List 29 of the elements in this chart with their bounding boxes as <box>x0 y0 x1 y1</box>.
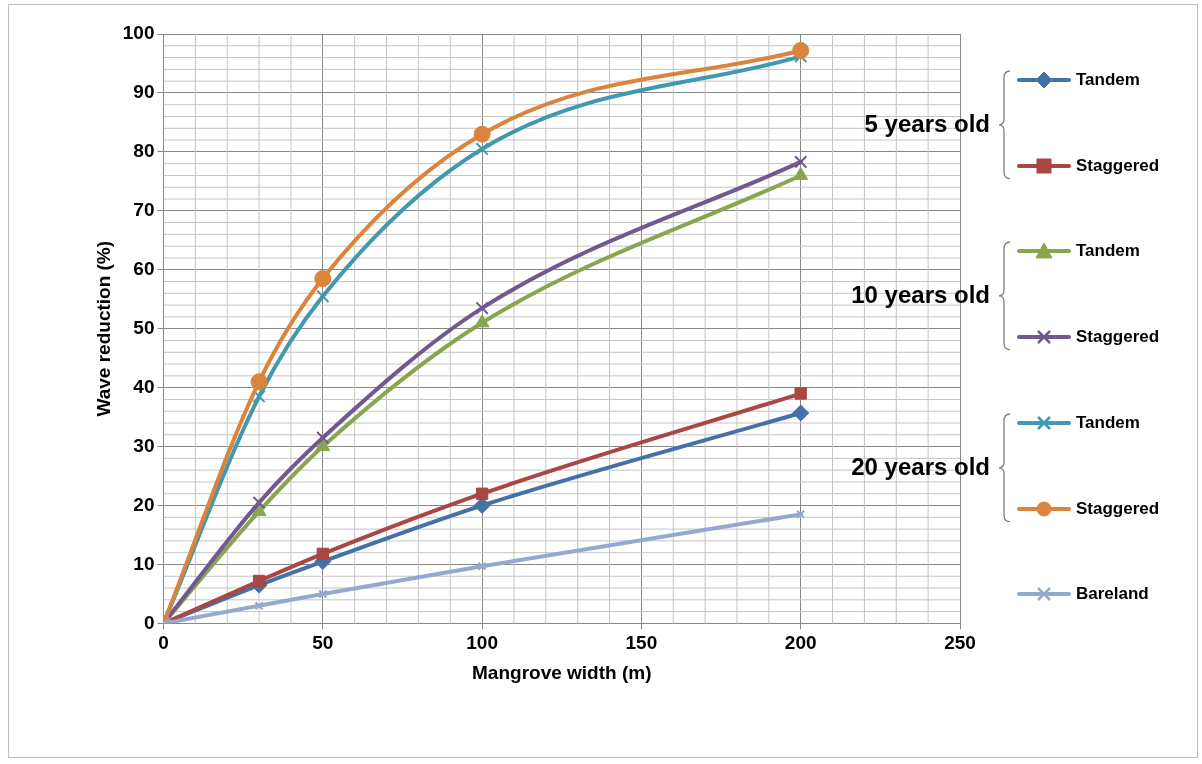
x-tick-label: 250 <box>944 632 976 654</box>
legend-label: Staggered <box>1076 327 1160 348</box>
y-tick-label: 70 <box>133 199 155 221</box>
y-tick-label: 0 <box>143 611 155 633</box>
x-tick-label: 0 <box>158 632 169 654</box>
y-tick-label: 40 <box>133 375 155 397</box>
legend-label: Staggered <box>1076 155 1160 176</box>
y-tick-label: 80 <box>133 140 155 162</box>
annotation: 10 years old <box>851 281 990 310</box>
legend-label: Tandem <box>1076 412 1140 433</box>
y-tick-label: 20 <box>133 493 155 515</box>
annotation: 5 years old <box>864 109 990 138</box>
y-tick-label: 10 <box>133 552 155 574</box>
legend-label: Bareland <box>1076 584 1149 605</box>
x-tick-label: 150 <box>625 632 658 654</box>
x-tick-label: 200 <box>784 632 817 654</box>
x-tick-label: 100 <box>466 632 498 654</box>
y-tick-label: 50 <box>133 316 155 338</box>
legend-label: Tandem <box>1076 70 1140 90</box>
annotation: 20 years old <box>851 452 990 481</box>
y-tick-label: 60 <box>133 257 155 279</box>
y-tick-label: 90 <box>133 81 155 103</box>
legend-label: Staggered <box>1076 498 1160 519</box>
legend-label: Tandem <box>1076 241 1140 262</box>
y-tick-label: 30 <box>133 434 155 456</box>
y-axis-title: Wave reduction (%) <box>92 240 114 417</box>
x-tick-label: 50 <box>312 632 334 654</box>
x-axis-title: Mangrove width (m) <box>472 661 652 683</box>
y-tick-label: 100 <box>122 22 155 44</box>
